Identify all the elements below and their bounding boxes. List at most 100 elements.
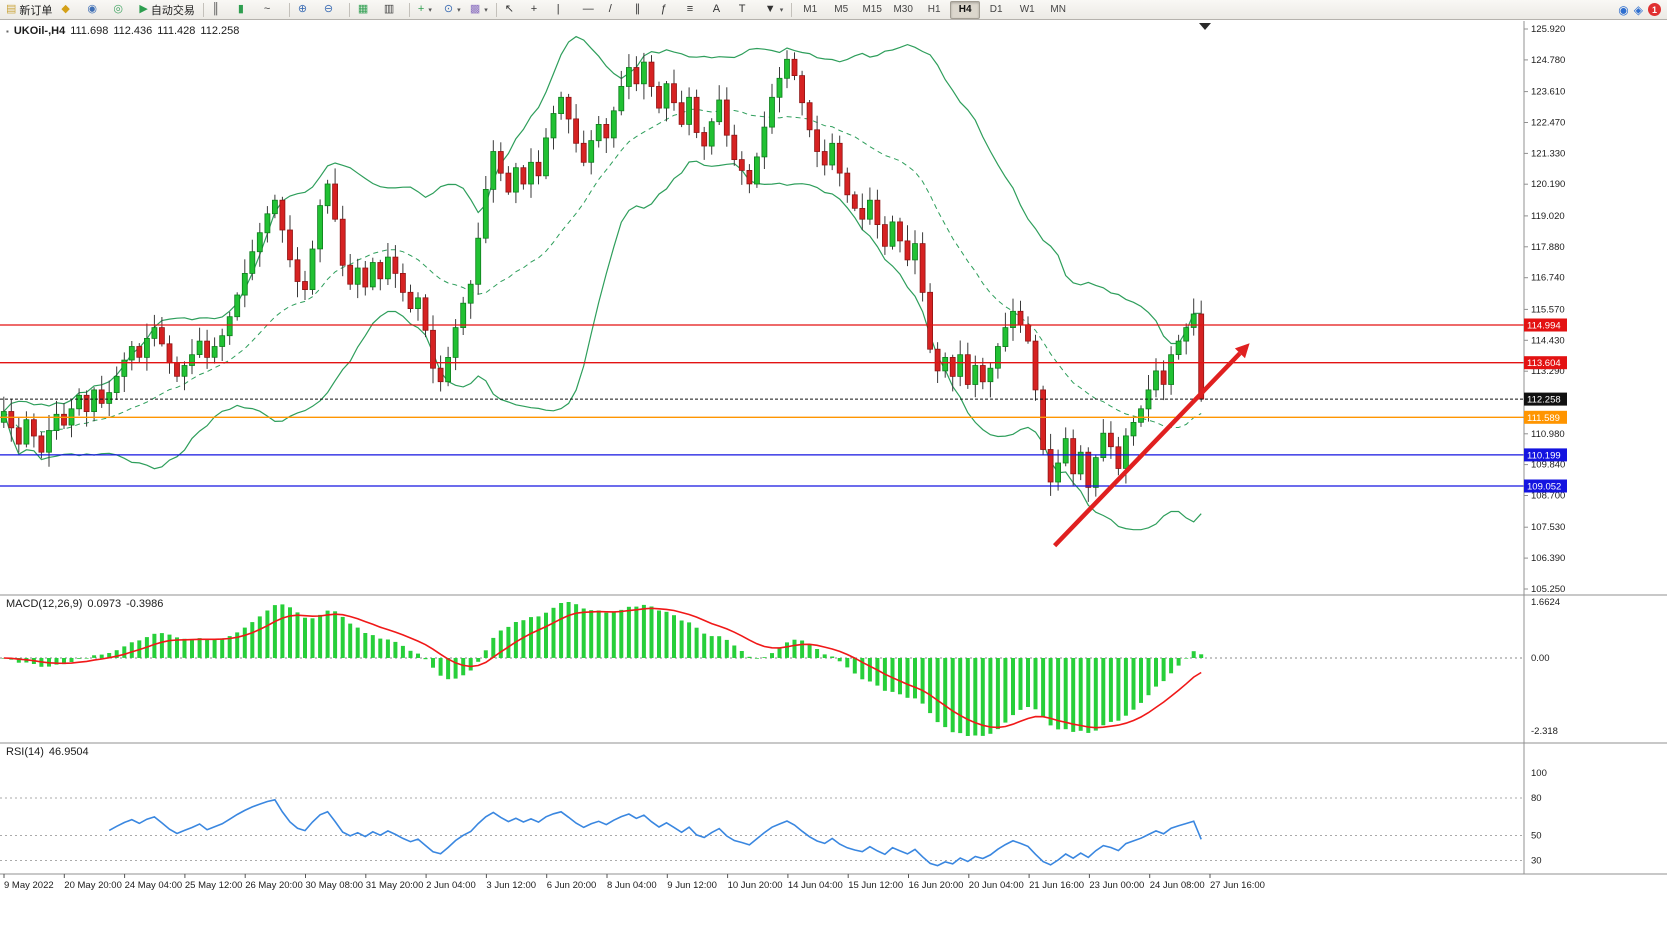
toolbar-separator (495, 2, 497, 17)
line-chart-icon: ~ (263, 3, 271, 15)
svg-text:116.740: 116.740 (1531, 273, 1565, 284)
svg-text:9 Jun 12:00: 9 Jun 12:00 (667, 880, 717, 891)
svg-text:110.980: 110.980 (1531, 429, 1565, 440)
macd-value: 0.0973 (87, 598, 122, 610)
charts-button[interactable]: ◆ (57, 0, 82, 19)
toolbar-right-icons: ◉ ◈ (1618, 4, 1643, 16)
horizontal-line-button[interactable]: — (579, 0, 604, 19)
profiles-icon: ◉ (87, 3, 98, 15)
candlestick-chart-button[interactable]: ▮ (234, 0, 259, 19)
timeframe-h1-button[interactable]: H1 (927, 4, 941, 15)
timeframe-w1-button[interactable]: W1 (1019, 4, 1035, 15)
caret-down-icon: ▾ (484, 6, 488, 14)
arrows-icon: ▼ (764, 3, 776, 15)
toolbar-right: ◉ ◈ 1 (1618, 3, 1665, 16)
caret-down-icon: ▾ (457, 6, 461, 14)
rsi-label: RSI(14) (6, 746, 44, 758)
timeframe-mn-button[interactable]: MN (1050, 4, 1066, 15)
svg-text:30 May 08:00: 30 May 08:00 (306, 880, 364, 891)
svg-text:27 Jun 16:00: 27 Jun 16:00 (1210, 880, 1265, 891)
svg-text:21 Jun 16:00: 21 Jun 16:00 (1029, 880, 1084, 891)
periods-menu-icon: ⊙ (443, 3, 454, 15)
search-icon[interactable]: ◈ (1633, 2, 1643, 17)
svg-text:2 Jun 04:00: 2 Jun 04:00 (426, 880, 476, 891)
zoom-out-button[interactable]: ⊖ (320, 0, 345, 19)
horizontal-line-icon: — (582, 3, 594, 15)
indicators-icon: + (417, 3, 425, 15)
bar-chart-button[interactable]: ║ (208, 0, 233, 19)
timeframe-h4-button[interactable]: H4 (950, 0, 981, 19)
alerts-button[interactable]: ◎ (109, 0, 134, 19)
text-button[interactable]: A (709, 0, 734, 19)
svg-text:113.290: 113.290 (1531, 366, 1565, 377)
label-button[interactable]: T (735, 0, 760, 19)
line-chart-button[interactable]: ~ (260, 0, 285, 19)
indicators-button[interactable]: + ▾ (414, 0, 439, 19)
zoom-in-button[interactable]: ⊕ (294, 0, 319, 19)
toolbar: ▤ 新订单 ◆ ◉ ◎ ▶ 自动交易 ║ ▮ ~ ⊕ ⊖ ▦ ▥ + ▾ ⊙ ▾ ▩ ▾ ↖ + | — / ∥ ƒ ≡ A T ▼ ▾ M1… (0, 0, 1667, 20)
timeframe-d1-button[interactable]: D1 (989, 4, 1003, 15)
templates-icon: ▩ (469, 3, 481, 15)
fibonacci-button[interactable]: ƒ (657, 0, 682, 19)
chart-symbol-period: UKOil-,H4 (13, 25, 66, 37)
shapes-button[interactable]: ≡ (683, 0, 708, 19)
cursor-icon: ↖ (504, 3, 515, 15)
svg-text:20 May 20:00: 20 May 20:00 (64, 880, 122, 891)
svg-text:26 May 20:00: 26 May 20:00 (245, 880, 303, 891)
svg-text:108.700: 108.700 (1531, 491, 1565, 502)
crosshair-button[interactable]: + (527, 0, 552, 19)
trendline-button[interactable]: / (605, 0, 630, 19)
toolbar-separator (288, 2, 290, 17)
alerts-icon: ◎ (113, 3, 124, 15)
cursor-button[interactable]: ↖ (501, 0, 526, 19)
toolbar-separator (348, 2, 350, 17)
new-order-label: 新订单 (19, 4, 53, 17)
svg-text:15 Jun 12:00: 15 Jun 12:00 (848, 880, 903, 891)
cascade-windows-button[interactable]: ▥ (380, 0, 405, 19)
periods-menu-button[interactable]: ⊙ ▾ (440, 0, 465, 19)
svg-text:31 May 20:00: 31 May 20:00 (366, 880, 424, 891)
arrows-button[interactable]: ▼ ▾ (761, 0, 787, 19)
channel-button[interactable]: ∥ (631, 0, 656, 19)
rsi-header: RSI(14) 46.9504 (6, 746, 89, 758)
bar-chart-icon: ║ (211, 3, 220, 15)
svg-text:1.6624: 1.6624 (1531, 597, 1560, 608)
zoom-out-icon: ⊖ (323, 3, 334, 15)
svg-text:24 Jun 08:00: 24 Jun 08:00 (1150, 880, 1205, 891)
templates-button[interactable]: ▩ ▾ (466, 0, 492, 19)
community-icon[interactable]: ◉ (1618, 2, 1629, 17)
svg-text:8 Jun 04:00: 8 Jun 04:00 (607, 880, 657, 891)
auto-trading-icon: ▶ (139, 3, 148, 15)
svg-text:16 Jun 20:00: 16 Jun 20:00 (909, 880, 964, 891)
price-chart[interactable]: 125.920 124.780 123.610 122.470 121.330 120.1… (0, 21, 1667, 944)
zoom-in-icon: ⊕ (297, 3, 308, 15)
svg-text:80: 80 (1531, 793, 1542, 804)
vertical-line-button[interactable]: | (553, 0, 578, 19)
timeframe-m5-button[interactable]: M5 (834, 4, 849, 15)
macd-signal-value: -0.3986 (126, 598, 164, 610)
svg-text:121.330: 121.330 (1531, 148, 1565, 159)
svg-text:20 Jun 04:00: 20 Jun 04:00 (969, 880, 1024, 891)
toolbar-separator (791, 2, 793, 17)
notifications-badge[interactable]: 1 (1648, 3, 1661, 16)
tile-windows-button[interactable]: ▦ (354, 0, 379, 19)
svg-text:14 Jun 04:00: 14 Jun 04:00 (788, 880, 843, 891)
svg-text:10 Jun 20:00: 10 Jun 20:00 (728, 880, 783, 891)
svg-text:113.604: 113.604 (1527, 358, 1561, 369)
chart-ohlc-header: ▪ UKOil-,H4 111.698 112.436 111.428 112.… (6, 25, 239, 37)
svg-text:25 May 12:00: 25 May 12:00 (185, 880, 243, 891)
timeframe-buttons: M1 M5 M15 M30 H1 H4 D1 W1 MN (795, 0, 1073, 19)
timeframe-m15-button[interactable]: M15 (862, 4, 882, 15)
svg-text:24 May 04:00: 24 May 04:00 (125, 880, 183, 891)
new-order-icon: ▤ (6, 3, 17, 15)
charts-icon: ◆ (61, 3, 70, 15)
svg-text:120.190: 120.190 (1531, 179, 1565, 190)
new-order-button[interactable]: ▤ 新订单 (2, 0, 56, 19)
trendline-icon: / (608, 3, 612, 15)
timeframe-m1-button[interactable]: M1 (803, 4, 818, 15)
profiles-button[interactable]: ◉ (83, 0, 108, 19)
auto-trading-button[interactable]: ▶ 自动交易 (135, 0, 198, 19)
timeframe-m30-button[interactable]: M30 (893, 4, 913, 15)
svg-text:124.780: 124.780 (1531, 55, 1565, 66)
svg-text:122.470: 122.470 (1531, 118, 1565, 129)
